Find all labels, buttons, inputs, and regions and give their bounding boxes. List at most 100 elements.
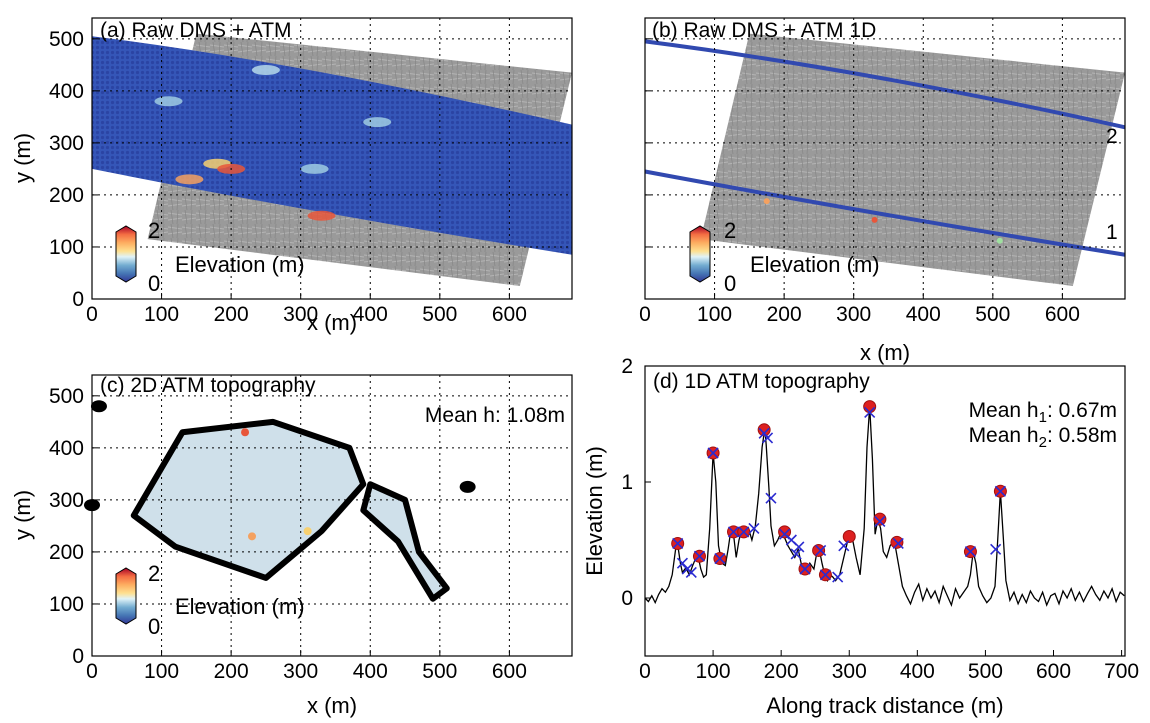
ridge-region [360,481,450,602]
track-2-label: 2 [1106,125,1118,148]
panel-d-mean-h1: Mean h1: 0.67m [969,399,1117,426]
panel-c-colorbar-label: Elevation (m) [175,594,305,619]
panel-a-xlabel: x (m) [307,310,357,335]
swath-feature [363,117,392,128]
x-tick-label: 100 [144,660,179,683]
x-tick-label: 300 [283,660,318,683]
threshold-marker [864,406,876,418]
ridge-peak [241,428,250,437]
panel-b-colorbar: 2 0 Elevation (m) [689,218,880,296]
panel-d-ticks: 0 100 200 300 400 500 600 700 0 1 2 [621,355,1139,683]
panel-b-colorbar-bar [689,225,711,283]
y-tick-label: 0 [72,288,84,311]
mean-h2-text: Mean h [969,424,1039,447]
ridge-blob [90,400,107,413]
mean-h1-value: : 0.67m [1047,399,1117,422]
x-tick-label: 100 [697,303,732,326]
panel-d-title: (d) 1D ATM topography [653,370,870,393]
x-tick-label: 300 [283,303,318,326]
peak-marker [757,423,771,437]
y-tick-label: 300 [49,132,84,155]
panel-b-title: (b) Raw DMS + ATM 1D [652,19,876,42]
y-tick-label: 100 [49,236,84,259]
y-tick-label: 100 [49,593,84,616]
panel-c-colorbar-bar [115,567,137,625]
threshold-marker [693,550,706,562]
swath-feature [300,163,329,174]
threshold-marker [685,566,697,579]
panel-a-colorbar-label: Elevation (m) [175,252,305,277]
swath-feature [175,174,204,185]
panel-d-ylabel: Elevation (m) [582,446,607,576]
panel-a-colorbar-max: 2 [148,218,160,243]
y-tick-label: 0 [72,645,84,668]
threshold-marker [707,447,719,459]
x-tick-label: 500 [422,660,457,683]
track-1-label: 1 [1106,221,1118,244]
x-tick-label: 600 [492,660,527,683]
x-tick-label: 500 [968,660,1003,683]
x-tick-label: 400 [906,303,941,326]
swath-feature [154,96,183,107]
mean-h2-value: : 0.58m [1047,424,1117,447]
ridge-blob [459,480,476,493]
panel-a-title: (a) Raw DMS + ATM [100,19,292,42]
y-tick-label: 500 [49,28,84,51]
x-tick-label: 0 [639,660,651,683]
x-tick-label: 100 [144,303,179,326]
elevation-profile-line [644,406,1125,607]
panel-d-plot [644,400,1125,607]
x-tick-label: 500 [422,303,457,326]
panel-a: 0 100 200 300 400 500 600 0 100 200 300 400 500 (a) … [10,17,573,335]
ridge-peak [248,532,256,541]
x-tick-label: 100 [696,660,731,683]
panel-b-xlabel: x (m) [860,340,910,365]
threshold-marker [714,552,726,565]
peak-marker [812,543,826,557]
panel-b-colorbar-min: 0 [724,271,736,296]
panel-a-colorbar-min: 0 [148,271,160,296]
panel-b-frame [644,17,1126,300]
x-tick-label: 200 [214,660,249,683]
threshold-marker [738,526,750,538]
panel-c-title: (c) 2D ATM topography [100,374,316,397]
panel-b-grid [645,18,1125,299]
threshold-marker [892,537,904,550]
y-tick-label: 1 [621,471,633,494]
x-tick-label: 400 [900,660,935,683]
panel-c-colorbar-max: 2 [148,561,160,586]
panel-c-ticks: 0 100 200 300 400 500 600 0 100 200 300 400 500 [49,385,527,683]
panel-a-frame [91,17,573,300]
x-tick-label: 0 [639,303,651,326]
threshold-marker [990,543,1002,555]
x-tick-label: 200 [767,303,802,326]
peak-marker [873,512,887,526]
swath-feature [251,65,280,76]
panel-b-image [644,33,1126,286]
track-highlight [871,216,878,223]
x-tick-label: 0 [86,660,98,683]
swath-feature [307,210,336,221]
threshold-marker [727,526,740,538]
threshold-marker [994,485,1006,497]
peak-marker [863,400,877,414]
x-tick-label: 400 [353,660,388,683]
panel-a-colorbar-bar [115,225,137,283]
threshold-marker [748,522,760,534]
panel-a-grid [92,18,572,299]
panel-c-xlabel: x (m) [307,693,357,718]
track-highlight [763,198,770,205]
panel-a-ticks: 0 100 200 300 400 500 600 0 100 200 300 400 500 [49,28,527,326]
peak-marker [778,525,792,539]
panel-a-colorbar: 2 0 Elevation (m) [115,218,305,296]
threshold-marker [790,548,802,560]
panel-b-colorbar-label: Elevation (m) [750,252,880,277]
panel-d-frame [644,365,1126,657]
panel-c-colorbar: 2 0 Elevation (m) [115,561,305,639]
x-tick-label: 200 [764,660,799,683]
threshold-marker [964,546,977,558]
panel-c-mean-h: Mean h: 1.08m [425,404,565,427]
threshold-marker [799,563,811,575]
x-tick-label: 300 [836,303,871,326]
